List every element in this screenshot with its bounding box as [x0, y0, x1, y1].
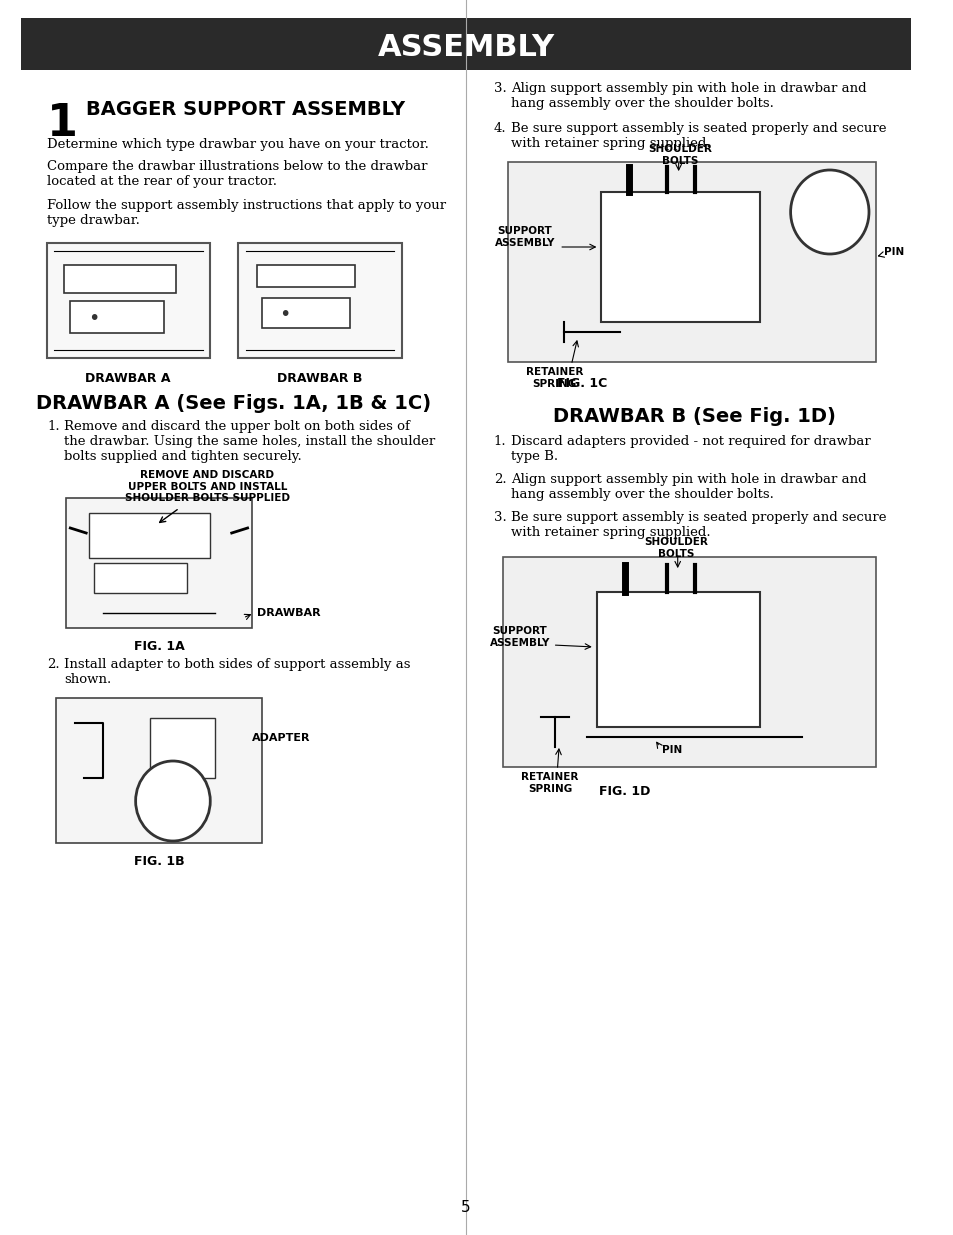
- Text: DRAWBAR B (See Fig. 1D): DRAWBAR B (See Fig. 1D): [553, 408, 835, 426]
- FancyBboxPatch shape: [21, 19, 910, 70]
- Text: Remove and discard the upper bolt on both sides of
the drawbar. Using the same h: Remove and discard the upper bolt on bot…: [64, 420, 435, 463]
- Text: Be sure support assembly is seated properly and secure
with retainer spring supp: Be sure support assembly is seated prope…: [510, 511, 885, 538]
- Text: •: •: [88, 309, 99, 327]
- FancyBboxPatch shape: [66, 498, 252, 629]
- Text: REMOVE AND DISCARD
UPPER BOLTS AND INSTALL
SHOULDER BOLTS SUPPLIED: REMOVE AND DISCARD UPPER BOLTS AND INSTA…: [125, 471, 290, 503]
- FancyBboxPatch shape: [596, 592, 759, 727]
- Text: 2.: 2.: [494, 473, 506, 487]
- Text: FIG. 1C: FIG. 1C: [557, 377, 607, 390]
- Text: RETAINER
SPRING: RETAINER SPRING: [520, 772, 578, 794]
- Text: PIN: PIN: [661, 745, 681, 755]
- Text: SHOULDER
BOLTS: SHOULDER BOLTS: [643, 537, 707, 558]
- Text: SUPPORT
ASSEMBLY: SUPPORT ASSEMBLY: [494, 226, 555, 248]
- Text: DRAWBAR A (See Figs. 1A, 1B & 1C): DRAWBAR A (See Figs. 1A, 1B & 1C): [36, 394, 431, 412]
- Text: •: •: [279, 305, 291, 325]
- Text: 3.: 3.: [494, 82, 506, 95]
- Text: 4.: 4.: [494, 122, 506, 135]
- Text: 3.: 3.: [494, 511, 506, 524]
- Text: SUPPORT
ASSEMBLY: SUPPORT ASSEMBLY: [489, 626, 550, 648]
- Text: Discard adapters provided - not required for drawbar
type B.: Discard adapters provided - not required…: [510, 435, 869, 463]
- Circle shape: [135, 761, 210, 841]
- Text: Compare the drawbar illustrations below to the drawbar
located at the rear of yo: Compare the drawbar illustrations below …: [47, 161, 427, 188]
- FancyBboxPatch shape: [503, 557, 876, 767]
- Text: 2.: 2.: [47, 658, 59, 671]
- FancyBboxPatch shape: [71, 301, 164, 333]
- FancyBboxPatch shape: [89, 513, 210, 558]
- Text: 5: 5: [460, 1200, 470, 1215]
- Text: DRAWBAR B: DRAWBAR B: [276, 372, 362, 385]
- Text: Align support assembly pin with hole in drawbar and
hang assembly over the shoul: Align support assembly pin with hole in …: [510, 82, 865, 110]
- Text: SHOULDER
BOLTS: SHOULDER BOLTS: [648, 144, 712, 165]
- Text: Align support assembly pin with hole in drawbar and
hang assembly over the shoul: Align support assembly pin with hole in …: [510, 473, 865, 501]
- Text: PIN: PIN: [883, 247, 903, 257]
- Text: Follow the support assembly instructions that apply to your
type drawbar.: Follow the support assembly instructions…: [47, 199, 446, 227]
- Text: 1: 1: [47, 103, 78, 144]
- FancyBboxPatch shape: [600, 191, 759, 322]
- Text: 1.: 1.: [494, 435, 506, 448]
- FancyBboxPatch shape: [261, 298, 350, 329]
- Text: FIG. 1A: FIG. 1A: [133, 640, 184, 653]
- Text: BAGGER SUPPORT ASSEMBLY: BAGGER SUPPORT ASSEMBLY: [86, 100, 405, 119]
- FancyBboxPatch shape: [56, 698, 261, 844]
- Text: Be sure support assembly is seated properly and secure
with retainer spring supp: Be sure support assembly is seated prope…: [510, 122, 885, 149]
- Text: ASSEMBLY: ASSEMBLY: [377, 32, 554, 62]
- FancyBboxPatch shape: [64, 266, 175, 293]
- FancyBboxPatch shape: [150, 718, 214, 778]
- Text: RETAINER
SPRING: RETAINER SPRING: [525, 367, 582, 389]
- Text: DRAWBAR A: DRAWBAR A: [86, 372, 171, 385]
- FancyBboxPatch shape: [256, 266, 355, 287]
- Text: 1.: 1.: [47, 420, 59, 433]
- Text: FIG. 1B: FIG. 1B: [133, 855, 184, 868]
- Text: Install adapter to both sides of support assembly as
shown.: Install adapter to both sides of support…: [64, 658, 410, 685]
- Text: ADAPTER: ADAPTER: [252, 734, 311, 743]
- FancyBboxPatch shape: [238, 243, 401, 358]
- FancyBboxPatch shape: [93, 563, 187, 593]
- FancyBboxPatch shape: [47, 243, 210, 358]
- Text: Determine which type drawbar you have on your tractor.: Determine which type drawbar you have on…: [47, 138, 429, 151]
- Text: DRAWBAR: DRAWBAR: [256, 608, 320, 618]
- Circle shape: [790, 170, 868, 254]
- Text: FIG. 1D: FIG. 1D: [598, 785, 650, 798]
- FancyBboxPatch shape: [507, 162, 876, 362]
